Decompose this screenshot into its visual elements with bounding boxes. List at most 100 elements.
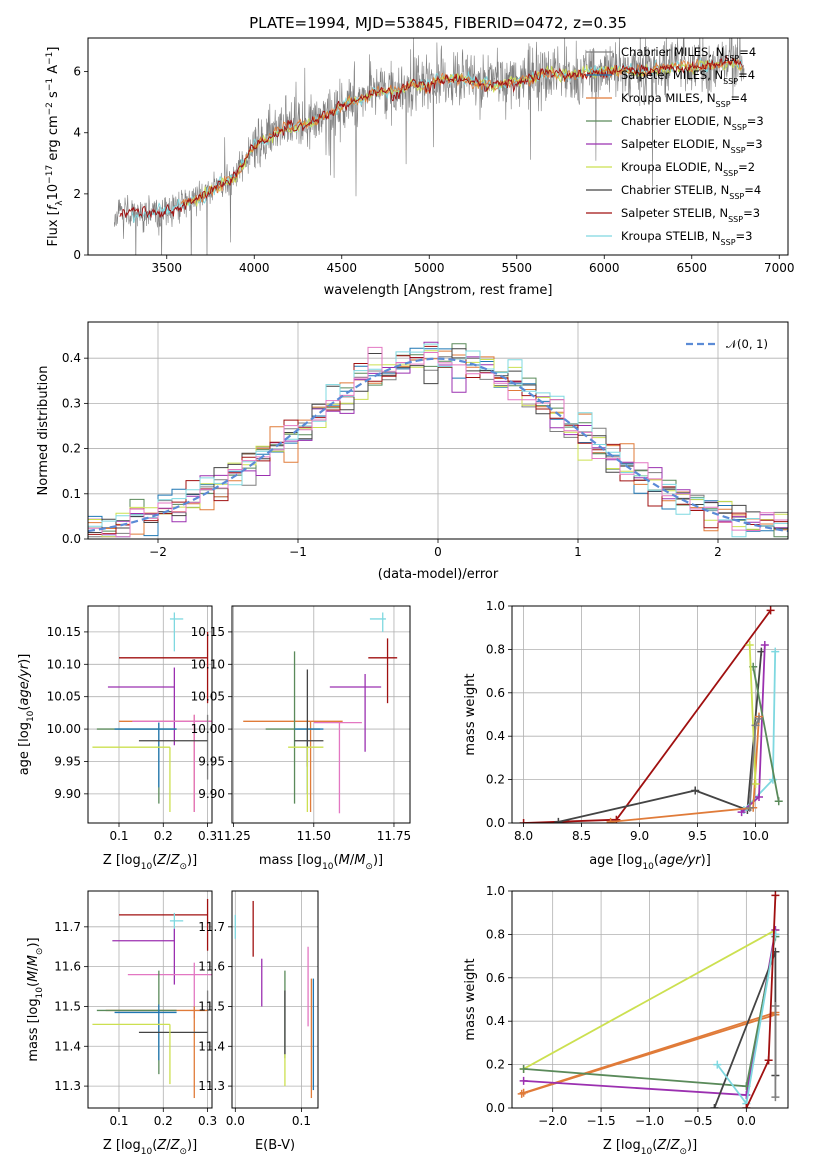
label-part: ⊙: [679, 1147, 687, 1157]
label-part: (: [152, 853, 157, 868]
axes-frame: [511, 890, 789, 1109]
label-part: M: [26, 955, 41, 966]
y-tick-label: 1.0: [486, 884, 505, 898]
y-tick-label: 9.90: [54, 787, 81, 801]
label-part: /: [166, 853, 171, 868]
histogram-series: [88, 343, 788, 539]
label-part: Z [log: [103, 1138, 141, 1153]
weight-series: [523, 609, 772, 823]
y-tick-label: 0.6: [486, 971, 505, 985]
label-part: 10: [35, 987, 45, 999]
legend-entry: Chabrier STELIB, NSSP=4: [621, 183, 761, 201]
legend-sub: SSP: [716, 100, 731, 109]
x-tick-label: 9.0: [630, 829, 649, 843]
label-part: Z: [156, 853, 167, 868]
label-part: )]: [373, 853, 383, 868]
x-tick-label: 2: [714, 545, 722, 559]
x-tick-label: 11.25: [216, 829, 250, 843]
x-tick-label: 3500: [151, 261, 182, 275]
y-tick-label: 10.15: [191, 625, 225, 639]
y-tick-label: 4: [73, 126, 81, 140]
y-tick-label: 0.3: [62, 396, 81, 410]
x-tick-label: −1.5: [587, 1114, 616, 1128]
weight-marker: [554, 817, 563, 823]
axes-frame: [87, 37, 789, 256]
weight-series: [523, 929, 776, 1070]
legend-label: Kroupa ELODIE, N: [621, 160, 723, 174]
weight-marker: [612, 815, 621, 823]
label-part: M: [26, 971, 41, 982]
residual-histograms: [88, 341, 788, 539]
label-part: 10: [141, 1147, 153, 1157]
weight-marker: [771, 1002, 780, 1011]
y-tick-label: 11.4: [54, 1039, 81, 1053]
y-tick-label: 10.05: [191, 690, 225, 704]
legend-tail: =3: [747, 114, 764, 128]
legend-sub: SSP: [731, 146, 746, 155]
weight-marker: [771, 647, 780, 656]
legend-tail: =2: [738, 160, 755, 174]
y-tick-label: 11.5: [54, 999, 81, 1013]
legend-entry: Kroupa MILES, NSSP=4: [621, 91, 747, 109]
label-part: (: [26, 982, 41, 987]
label-part: Z: [170, 853, 181, 868]
x-axis-label: (data-model)/error: [378, 567, 499, 582]
legend-entry: Kroupa ELODIE, NSSP=2: [621, 160, 755, 178]
model-spectrum: [119, 55, 743, 219]
weight-marker: [766, 606, 775, 615]
label-part: −2: [45, 102, 55, 115]
y-tick-label: 11.6: [198, 960, 225, 974]
x-tick-label: −0.5: [683, 1114, 712, 1128]
y-tick-label: 10.15: [47, 625, 81, 639]
y-tick-label: 6: [73, 65, 81, 79]
x-axis-label: Z [log10(Z/Z⊙)]: [103, 1138, 197, 1157]
legend-sub: SSP: [721, 238, 736, 247]
chart-title: PLATE=1994, MJD=53845, FIBERID=0472, z=0…: [249, 14, 627, 32]
weight-series: [521, 1013, 776, 1095]
y-tick-label: 10.10: [191, 657, 225, 671]
x-tick-label: 0.0: [226, 1114, 245, 1128]
label-part: )]: [17, 654, 32, 664]
label-part: ⊙: [35, 948, 45, 956]
legend-entry: Chabrier ELODIE, NSSP=3: [621, 114, 764, 132]
legend-label: Kroupa STELIB, N: [621, 229, 721, 243]
legend-tail: =4: [744, 183, 761, 197]
weight-marker: [751, 779, 760, 788]
x-tick-label: 0.1: [109, 1114, 128, 1128]
weight-marker: [755, 714, 764, 723]
label-part: erg cm: [46, 115, 61, 164]
axes-frame: [231, 605, 411, 824]
x-tick-label: −2: [149, 545, 167, 559]
x-axis-label: mass [log10(M/M⊙)]: [259, 853, 383, 872]
label-part: 10: [46, 184, 61, 201]
x-tick-label: 0.2: [154, 1114, 173, 1128]
x-tick-label: 0.1: [292, 1114, 311, 1128]
legend-tail: =4: [731, 91, 748, 105]
label-part: mass [log: [259, 853, 322, 868]
label-part: )]: [701, 853, 711, 868]
axes-frame: [231, 890, 319, 1109]
label-part: λ: [55, 200, 65, 206]
legend-label: Chabrier MILES, N: [621, 45, 724, 59]
weight-marker: [517, 1089, 526, 1098]
y-tick-label: 0.2: [486, 1058, 505, 1072]
label-part: )]: [26, 937, 41, 947]
legend-entry: Salpeter MILES, NSSP=4: [621, 68, 755, 86]
legend-sub: SSP: [723, 77, 738, 86]
y-tick-label: 0: [73, 248, 81, 262]
y-axis-label: mass weight: [463, 958, 478, 1040]
errorbars: [92, 612, 212, 812]
label-part: Z: [656, 1138, 667, 1153]
axes-frame: [87, 321, 789, 540]
x-axis-label: Z [log10(Z/Z⊙)]: [103, 853, 197, 872]
legend-label: Salpeter ELODIE, N: [621, 137, 731, 151]
legend-entry: Kroupa STELIB, NSSP=3: [621, 229, 752, 247]
weight-marker: [691, 786, 700, 795]
x-tick-label: 10.0: [742, 829, 769, 843]
y-tick-label: 0.8: [486, 927, 505, 941]
x-tick-label: 5000: [414, 261, 445, 275]
label-part: A: [46, 65, 61, 78]
label-part: 10: [641, 1147, 653, 1157]
label-part: ⊙: [179, 1147, 187, 1157]
